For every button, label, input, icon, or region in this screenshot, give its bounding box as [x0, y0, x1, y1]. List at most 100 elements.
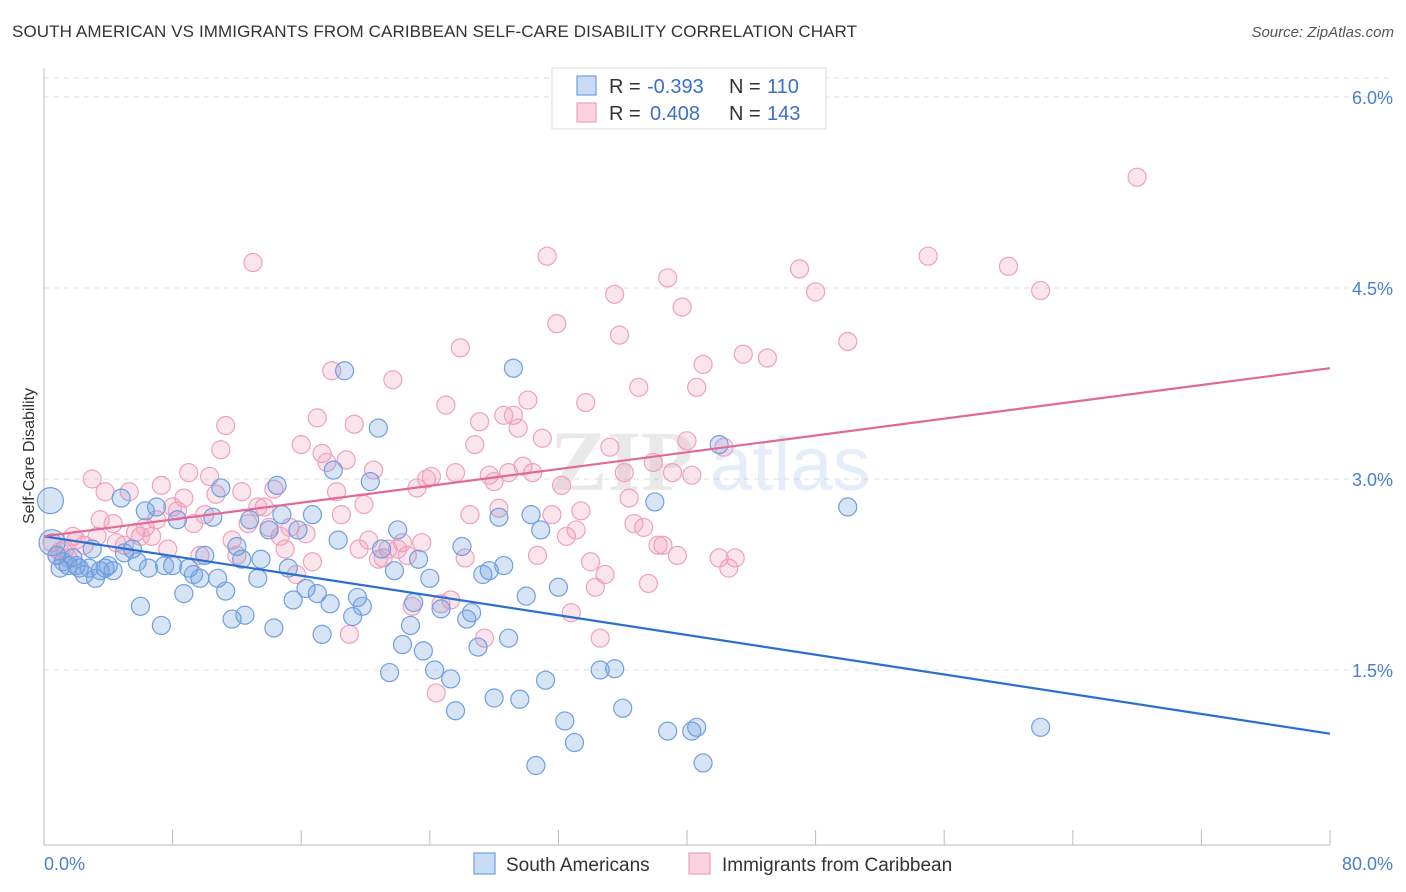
caribbean-point	[363, 460, 384, 480]
south-american-point	[130, 596, 151, 616]
caribbean-point	[789, 259, 810, 279]
south-american-point	[548, 577, 569, 597]
caribbean-point	[378, 539, 398, 559]
caribbean-point	[629, 377, 649, 397]
caribbean-point	[725, 548, 745, 568]
south-american-point	[420, 568, 440, 588]
south-american-point	[658, 721, 678, 741]
caribbean-point	[518, 390, 538, 410]
caribbean-point	[547, 314, 567, 334]
trend-lines	[43, 367, 1331, 735]
south-american-point	[146, 497, 167, 517]
caribbean-point	[326, 482, 347, 502]
y-tick-label: 4.5%	[1352, 279, 1393, 299]
caribbean-point	[998, 256, 1019, 276]
south-american-point	[404, 592, 424, 613]
south-american-point	[510, 689, 530, 709]
legend-swatch-blue	[576, 75, 597, 96]
south-american-point	[431, 599, 451, 619]
caribbean-point	[445, 463, 466, 483]
south-american-point	[154, 555, 175, 576]
south-american-point	[498, 628, 519, 648]
caribbean-point	[687, 377, 707, 397]
caribbean-point	[667, 545, 687, 566]
x-tick-label-max: 80.0%	[1342, 854, 1393, 874]
caribbean-point	[757, 348, 777, 368]
caribbean-point	[624, 513, 644, 534]
caribbean-point	[537, 246, 557, 266]
south-american-point	[312, 624, 332, 644]
south-american-point	[445, 701, 466, 721]
south-american-point	[335, 361, 355, 381]
caribbean-point	[590, 628, 610, 648]
caribbean-point	[503, 405, 523, 425]
caribbean-point	[638, 573, 659, 594]
south-american-point	[590, 660, 610, 680]
south-american-point	[111, 488, 131, 508]
south-american-point	[138, 558, 159, 578]
south-american-point	[352, 596, 372, 616]
south-american-point	[103, 561, 123, 581]
south-american-point	[174, 583, 194, 604]
caribbean-point	[527, 545, 548, 566]
caribbean-point	[243, 252, 263, 273]
south-american-point	[79, 558, 99, 578]
caribbean-point	[339, 624, 360, 644]
south-american-point	[203, 507, 223, 527]
caribbean-point	[918, 246, 938, 266]
caribbean-point	[312, 443, 332, 464]
south-american-point	[564, 732, 585, 753]
south-american-point	[388, 520, 408, 540]
south-american-point	[222, 609, 242, 629]
caribbean-point	[633, 517, 654, 537]
caribbean-point	[805, 282, 826, 302]
legend-n-value-blue: 110	[767, 76, 799, 98]
legend-r-value-blue: -0.393	[647, 76, 704, 98]
south-american-point	[328, 530, 348, 550]
caribbean-point	[199, 466, 220, 487]
caribbean-point	[677, 431, 697, 451]
series-legend-label-blue: South Americans	[506, 855, 650, 876]
south-american-point	[259, 520, 279, 540]
caribbean-point	[331, 505, 351, 525]
south-american-point	[264, 618, 284, 638]
caribbean-point	[291, 435, 311, 455]
caribbean-point	[662, 463, 683, 483]
caribbean-point	[648, 535, 668, 555]
caribbean-trend-line	[43, 367, 1331, 538]
south-american-point	[526, 755, 546, 776]
south-american-point	[1031, 717, 1051, 737]
caribbean-point	[719, 558, 739, 578]
legend-n-value-pink: 143	[767, 103, 800, 125]
x-tick-label-min: 0.0%	[44, 854, 85, 874]
south-american-point	[516, 586, 536, 606]
caribbean-point	[619, 488, 639, 508]
south-american-point	[272, 505, 292, 525]
legend-swatch-pink	[576, 102, 597, 123]
legend-r-value-pink: 0.408	[650, 103, 700, 125]
caribbean-point	[142, 526, 162, 546]
south-american-point	[36, 487, 65, 515]
caribbean-point	[580, 552, 601, 572]
south-american-point	[211, 478, 231, 498]
south-american-point	[216, 581, 236, 601]
series-legend-swatch-blue	[473, 852, 496, 875]
caribbean-point	[174, 488, 194, 508]
caribbean-point	[513, 456, 533, 476]
south-american-point	[838, 497, 858, 517]
south-american-point	[521, 505, 541, 525]
caribbean-point	[179, 463, 199, 483]
caribbean-point	[532, 428, 552, 448]
caribbean-point	[383, 370, 403, 390]
south-american-point	[232, 549, 252, 569]
south-american-point	[613, 698, 633, 718]
south-american-point	[468, 637, 488, 657]
caribbean-point	[275, 539, 295, 559]
south-american-point	[384, 561, 405, 581]
south-american-point	[240, 510, 260, 530]
series-legend-swatch-pink	[688, 852, 711, 875]
south-american-point	[320, 594, 340, 614]
south-american-point	[235, 605, 255, 625]
south-american-point	[288, 520, 308, 540]
caribbean-point	[82, 469, 102, 489]
